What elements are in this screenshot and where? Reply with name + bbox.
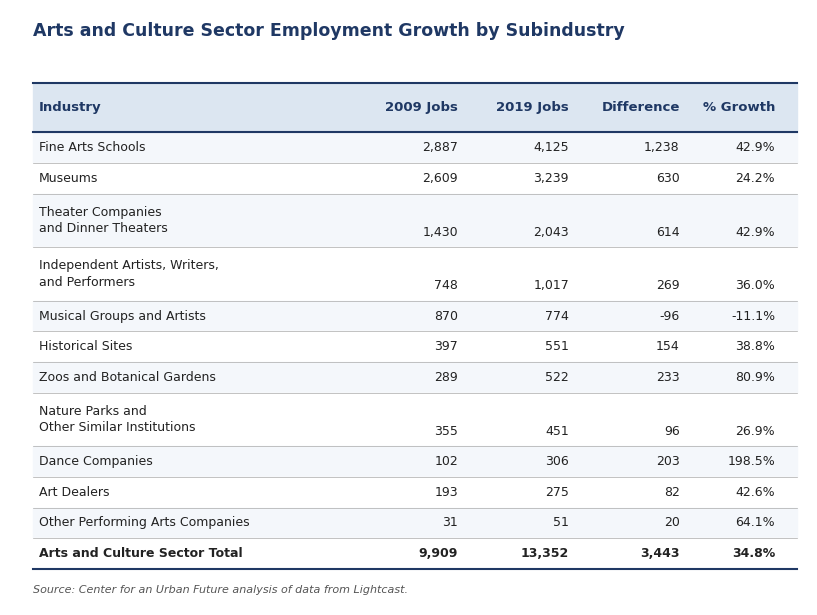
Text: 275: 275 <box>545 486 569 499</box>
Text: 9,909: 9,909 <box>419 547 458 560</box>
Text: 198.5%: 198.5% <box>727 455 775 468</box>
Text: 38.8%: 38.8% <box>735 340 775 353</box>
Text: 154: 154 <box>656 340 680 353</box>
Text: 82: 82 <box>664 486 680 499</box>
Text: 80.9%: 80.9% <box>735 371 775 384</box>
Text: 102: 102 <box>435 455 458 468</box>
Text: Source: Center for an Urban Future analysis of data from Lightcast.: Source: Center for an Urban Future analy… <box>33 585 408 595</box>
Text: -11.1%: -11.1% <box>731 309 775 323</box>
Text: Industry: Industry <box>38 101 101 114</box>
Text: 20: 20 <box>664 517 680 530</box>
Text: 614: 614 <box>656 226 680 239</box>
Text: 36.0%: 36.0% <box>735 279 775 292</box>
Text: Dance Companies: Dance Companies <box>38 455 153 468</box>
Text: 870: 870 <box>434 309 458 323</box>
Text: 2,887: 2,887 <box>422 141 458 154</box>
Text: 2019 Jobs: 2019 Jobs <box>496 101 569 114</box>
Text: -96: -96 <box>659 309 680 323</box>
Text: 2,043: 2,043 <box>534 226 569 239</box>
Text: Arts and Culture Sector Total: Arts and Culture Sector Total <box>38 547 243 560</box>
Text: 31: 31 <box>443 517 458 530</box>
Text: Musical Groups and Artists: Musical Groups and Artists <box>38 309 206 323</box>
Text: Historical Sites: Historical Sites <box>38 340 132 353</box>
Text: Other Performing Arts Companies: Other Performing Arts Companies <box>38 517 249 530</box>
Text: 551: 551 <box>545 340 569 353</box>
Text: 397: 397 <box>435 340 458 353</box>
Text: 203: 203 <box>656 455 680 468</box>
Text: 42.6%: 42.6% <box>735 486 775 499</box>
Text: 451: 451 <box>545 425 569 438</box>
Text: 3,443: 3,443 <box>641 547 680 560</box>
Text: Museums: Museums <box>38 172 98 184</box>
Text: Independent Artists, Writers,
and Performers: Independent Artists, Writers, and Perfor… <box>38 259 219 288</box>
Text: % Growth: % Growth <box>703 101 775 114</box>
Text: 774: 774 <box>545 309 569 323</box>
Text: 34.8%: 34.8% <box>732 547 775 560</box>
Text: 26.9%: 26.9% <box>735 425 775 438</box>
Text: 2009 Jobs: 2009 Jobs <box>386 101 458 114</box>
Text: 289: 289 <box>435 371 458 384</box>
Text: Arts and Culture Sector Employment Growth by Subindustry: Arts and Culture Sector Employment Growt… <box>33 22 624 39</box>
Text: Fine Arts Schools: Fine Arts Schools <box>38 141 145 154</box>
Text: 233: 233 <box>656 371 680 384</box>
Text: 193: 193 <box>435 486 458 499</box>
Text: 748: 748 <box>435 279 458 292</box>
Text: 269: 269 <box>656 279 680 292</box>
Text: 3,239: 3,239 <box>534 172 569 184</box>
Text: 42.9%: 42.9% <box>735 141 775 154</box>
Text: Theater Companies
and Dinner Theaters: Theater Companies and Dinner Theaters <box>38 205 167 235</box>
Text: 522: 522 <box>545 371 569 384</box>
Text: 13,352: 13,352 <box>520 547 569 560</box>
Text: 630: 630 <box>656 172 680 184</box>
Text: Zoos and Botanical Gardens: Zoos and Botanical Gardens <box>38 371 216 384</box>
Text: 1,430: 1,430 <box>422 226 458 239</box>
Text: 306: 306 <box>545 455 569 468</box>
Text: 1,238: 1,238 <box>644 141 680 154</box>
Text: 4,125: 4,125 <box>534 141 569 154</box>
Text: Nature Parks and
Other Similar Institutions: Nature Parks and Other Similar Instituti… <box>38 405 195 434</box>
Text: 64.1%: 64.1% <box>735 517 775 530</box>
Text: Art Dealers: Art Dealers <box>38 486 109 499</box>
Text: 42.9%: 42.9% <box>735 226 775 239</box>
Text: 2,609: 2,609 <box>422 172 458 184</box>
Text: 1,017: 1,017 <box>534 279 569 292</box>
Text: 51: 51 <box>553 517 569 530</box>
Text: 355: 355 <box>435 425 458 438</box>
Text: Difference: Difference <box>601 101 680 114</box>
Text: 24.2%: 24.2% <box>735 172 775 184</box>
Text: 96: 96 <box>664 425 680 438</box>
